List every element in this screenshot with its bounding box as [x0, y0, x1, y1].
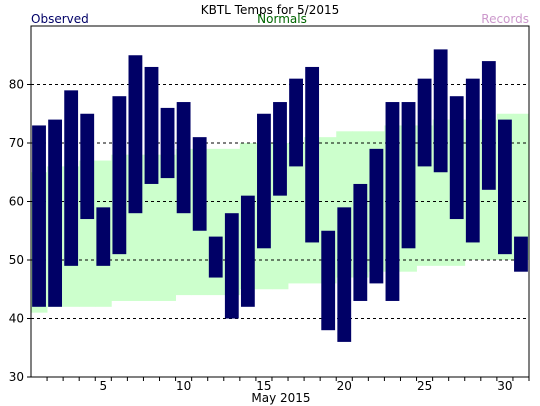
observed-bar-day-8	[144, 66, 159, 184]
observed-bar-day-22	[369, 148, 384, 284]
y-tick-label: 70	[9, 136, 24, 150]
legend-normals: Normals	[257, 12, 307, 26]
observed-bar-day-26	[433, 49, 448, 173]
x-tick-label: 20	[337, 379, 352, 393]
observed-bar-day-29	[481, 61, 496, 190]
observed-bar-day-9	[160, 107, 175, 179]
observed-bar-day-15	[257, 113, 271, 249]
x-axis: 5 10 15 20 25 30	[46, 377, 530, 393]
observed-bar-day-24	[401, 102, 416, 249]
y-tick-label: 60	[9, 195, 24, 209]
observed-bar-day-27	[449, 96, 464, 220]
observed-bar-day-14	[240, 195, 255, 307]
y-tick-label: 30	[9, 370, 24, 384]
observed-bar-day-11	[192, 137, 207, 231]
y-tick-label: 40	[9, 312, 24, 326]
observed-bar-day-28	[465, 78, 480, 243]
observed-bar-day-20	[337, 207, 352, 342]
observed-bar-day-21	[353, 183, 368, 301]
observed-bar-day-25	[417, 78, 432, 167]
legend-records: Records	[481, 12, 529, 26]
observed-bar-day-16	[273, 102, 287, 196]
observed-bar-day-4	[80, 113, 95, 220]
observed-bar-day-3	[64, 90, 79, 266]
y-tick-label: 50	[9, 253, 24, 267]
x-tick-label: 5	[99, 379, 107, 393]
observed-bar-day-17	[289, 78, 303, 167]
x-tick-label: 10	[176, 379, 191, 393]
normals-band-day-9	[159, 154, 176, 301]
observed-bar-day-18	[305, 66, 320, 243]
observed-bars-layer	[32, 49, 528, 342]
y-tick-label: 80	[9, 78, 24, 92]
x-tick-label: 15	[256, 379, 271, 393]
observed-bar-day-6	[112, 96, 127, 255]
x-tick-label: 30	[497, 379, 512, 393]
observed-bar-day-12	[208, 236, 223, 278]
normals-band-day-8	[143, 154, 160, 301]
observed-bar-day-31	[514, 236, 528, 272]
normals-band-day-17	[288, 143, 305, 284]
observed-bar-day-23	[385, 102, 400, 301]
x-axis-label: May 2015	[251, 391, 310, 405]
observed-bar-day-30	[498, 119, 512, 255]
chart-title: KBTL Temps for 5/2015	[201, 3, 340, 17]
observed-bar-day-2	[48, 119, 63, 307]
observed-bar-day-13	[224, 213, 239, 319]
legend-observed: Observed	[31, 12, 89, 26]
y-axis: 30 40 50 60 70 80	[9, 78, 31, 384]
observed-bar-day-7	[128, 55, 143, 214]
observed-bar-day-5	[96, 207, 111, 266]
observed-bar-day-19	[321, 230, 336, 331]
normals-band-day-31	[512, 113, 530, 260]
observed-bar-day-1	[32, 125, 46, 307]
x-tick-label: 25	[417, 379, 432, 393]
observed-bar-day-10	[176, 102, 191, 214]
